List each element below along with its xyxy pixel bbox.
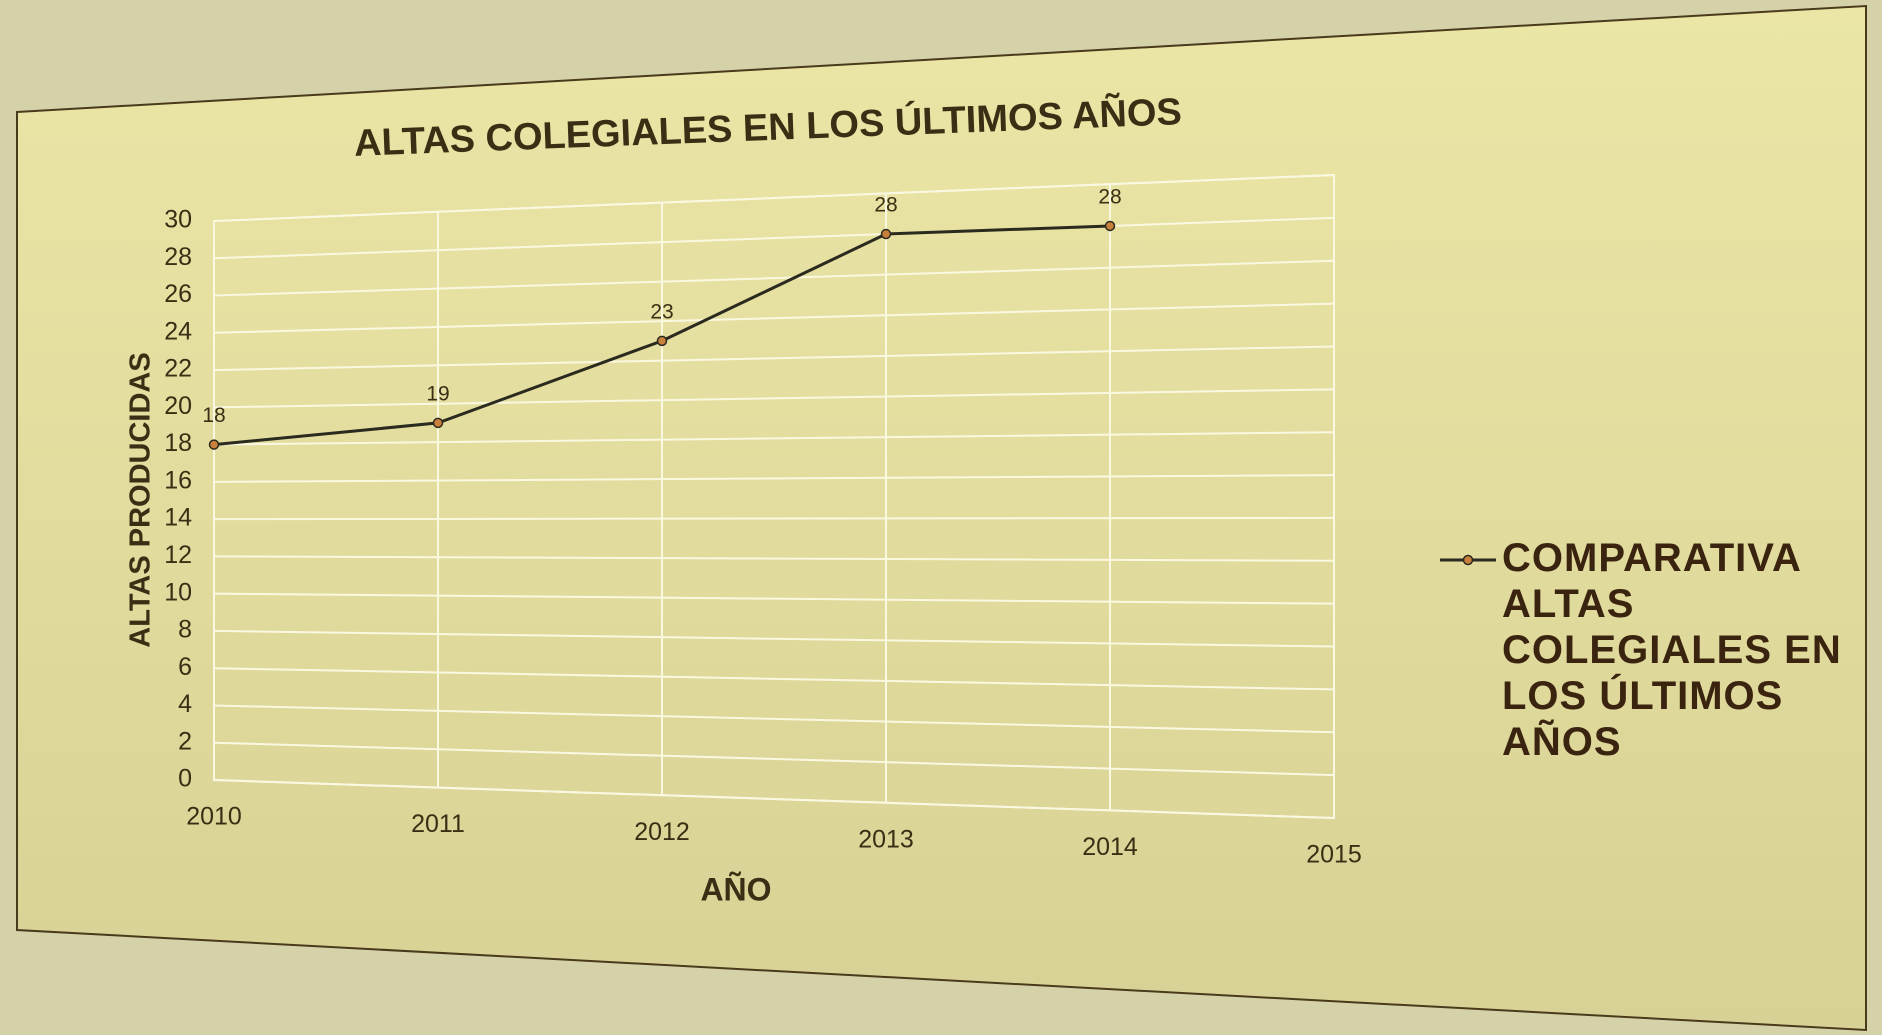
grid-line	[213, 555, 1335, 562]
x-tick-label: 2010	[186, 803, 242, 831]
grid-line	[213, 302, 1335, 334]
y-tick-label: 16	[164, 466, 192, 494]
grid-line	[213, 259, 1335, 297]
y-tick-label: 18	[164, 429, 192, 457]
x-tick-label: 2014	[1082, 833, 1138, 861]
point	[208, 439, 220, 450]
y-tick-label: 20	[164, 392, 192, 420]
grid-line	[213, 741, 1335, 777]
y-tick-label: 22	[164, 355, 192, 383]
y-axis-label: ALTAS PRODUCIDAS	[125, 352, 157, 647]
grid-line	[213, 174, 1335, 222]
grid-line	[213, 779, 1335, 819]
grid-line	[213, 216, 1335, 260]
legend-label: COMPARATIVA ALTAS COLEGIALES EN LOS ÚLTI…	[1502, 536, 1842, 764]
y-tick-label: 30	[164, 206, 192, 234]
point	[1104, 220, 1116, 232]
x-tick-label: 2013	[858, 825, 914, 853]
y-tick-label: 26	[164, 280, 192, 308]
data-label: 19	[426, 382, 449, 405]
y-tick-label: 6	[178, 653, 192, 681]
grid-line	[213, 431, 1335, 446]
y-tick-label: 0	[178, 765, 192, 793]
grid-line	[213, 516, 1335, 521]
grid-line	[213, 388, 1335, 409]
point	[880, 228, 892, 240]
point	[656, 335, 668, 347]
y-tick-label: 8	[178, 616, 192, 644]
point	[432, 417, 444, 429]
grid-line	[213, 345, 1335, 372]
grid-line	[213, 474, 1335, 483]
x-axis-label: AÑO	[700, 871, 771, 907]
y-tick-label: 2	[178, 727, 192, 755]
data-label: 28	[874, 194, 897, 217]
y-tick-label: 12	[164, 541, 192, 569]
grid-line	[213, 629, 1335, 648]
legend-marker	[1462, 554, 1474, 566]
y-tick-label: 24	[164, 317, 192, 345]
y-tick-label: 28	[164, 243, 192, 271]
y-tick-label: 10	[164, 578, 192, 606]
y-tick-label: 14	[164, 504, 192, 532]
data-label: 18	[202, 404, 225, 427]
data-label: 28	[1098, 185, 1121, 208]
data-label: 23	[650, 300, 673, 323]
grid-line	[213, 667, 1335, 691]
y-tick-label: 4	[178, 690, 192, 718]
grid-line	[213, 704, 1335, 734]
x-tick-label: 2012	[634, 818, 690, 846]
grid-line	[213, 592, 1335, 605]
x-tick-label: 2015	[1306, 841, 1362, 869]
x-tick-label: 2011	[411, 810, 465, 838]
